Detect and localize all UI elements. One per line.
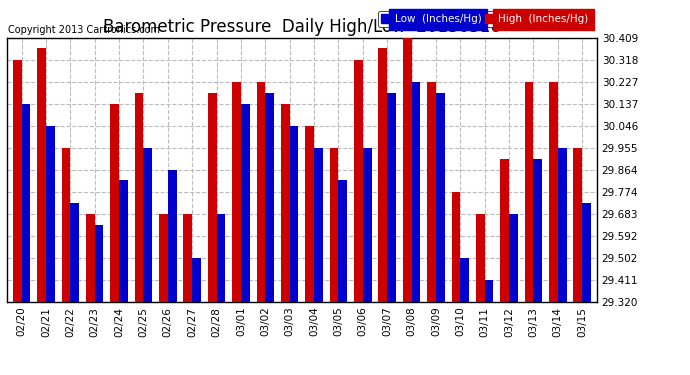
Bar bbox=[338, 180, 347, 302]
Bar bbox=[582, 203, 591, 302]
Bar bbox=[257, 82, 266, 302]
Bar bbox=[232, 82, 241, 302]
Bar bbox=[387, 93, 396, 302]
Bar bbox=[314, 148, 323, 302]
Bar bbox=[281, 104, 290, 302]
Bar bbox=[110, 104, 119, 302]
Bar bbox=[427, 82, 436, 302]
Bar bbox=[208, 93, 217, 302]
Bar bbox=[558, 148, 566, 302]
Bar bbox=[135, 93, 144, 302]
Bar bbox=[354, 60, 363, 302]
Bar bbox=[484, 280, 493, 302]
Bar bbox=[144, 148, 152, 302]
Bar bbox=[290, 126, 299, 302]
Bar bbox=[509, 214, 518, 302]
Bar bbox=[217, 214, 226, 302]
Bar bbox=[533, 159, 542, 302]
Bar bbox=[46, 126, 55, 302]
Bar bbox=[266, 93, 274, 302]
Bar bbox=[378, 48, 387, 302]
Bar bbox=[168, 170, 177, 302]
Text: Copyright 2013 Cartronics.com: Copyright 2013 Cartronics.com bbox=[8, 25, 160, 35]
Bar bbox=[70, 203, 79, 302]
Bar bbox=[451, 192, 460, 302]
Bar bbox=[184, 214, 193, 302]
Bar bbox=[330, 148, 338, 302]
Bar bbox=[37, 48, 46, 302]
Bar bbox=[403, 38, 411, 302]
Bar bbox=[61, 148, 70, 302]
Bar bbox=[573, 148, 582, 302]
Bar bbox=[524, 82, 533, 302]
Bar bbox=[411, 82, 420, 302]
Bar bbox=[95, 225, 103, 302]
Legend: Low  (Inches/Hg), High  (Inches/Hg): Low (Inches/Hg), High (Inches/Hg) bbox=[378, 11, 591, 27]
Bar bbox=[193, 258, 201, 302]
Bar bbox=[241, 104, 250, 302]
Bar bbox=[500, 159, 509, 302]
Title: Barometric Pressure  Daily High/Low  20130316: Barometric Pressure Daily High/Low 20130… bbox=[103, 18, 501, 36]
Bar bbox=[363, 148, 372, 302]
Bar bbox=[549, 82, 558, 302]
Bar bbox=[21, 104, 30, 302]
Bar bbox=[12, 60, 21, 302]
Bar bbox=[119, 180, 128, 302]
Bar bbox=[159, 214, 168, 302]
Bar bbox=[460, 258, 469, 302]
Bar bbox=[305, 126, 314, 302]
Bar bbox=[436, 93, 445, 302]
Bar bbox=[86, 214, 95, 302]
Bar bbox=[476, 214, 484, 302]
